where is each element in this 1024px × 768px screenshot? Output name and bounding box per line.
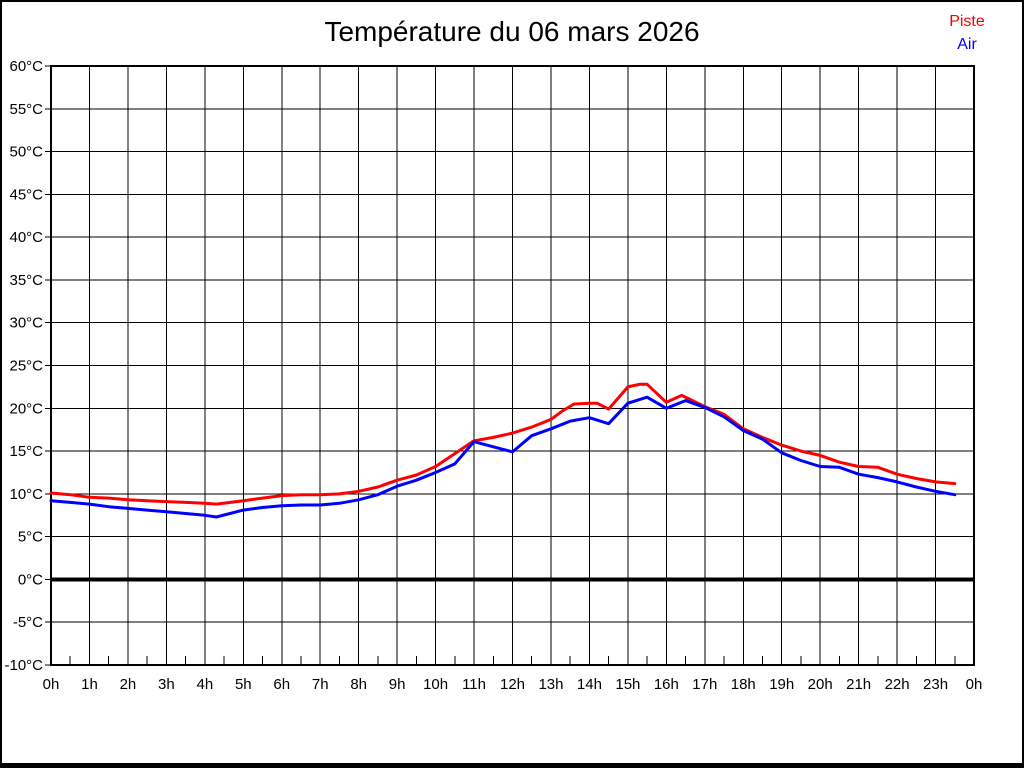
x-tick-label: 19h	[769, 676, 794, 693]
series-piste-line	[49, 382, 957, 506]
x-tick-label: 15h	[615, 676, 640, 693]
y-tick-label: 35°C	[9, 272, 43, 289]
x-tick-label: 0h	[966, 676, 983, 693]
legend-item-air: Air	[957, 36, 977, 53]
y-tick-label: 45°C	[9, 186, 43, 203]
y-tick-label: 40°C	[9, 229, 43, 246]
legend: Piste Air	[930, 10, 1004, 56]
x-tick-label: 7h	[312, 676, 329, 693]
x-tick-label: 16h	[654, 676, 679, 693]
x-tick-label: 23h	[923, 676, 948, 693]
y-tick-label: -10°C	[4, 657, 43, 674]
plot-frame	[50, 65, 975, 666]
x-tick-label: 10h	[423, 676, 448, 693]
x-tick-label: 17h	[692, 676, 717, 693]
y-tick-label: 15°C	[9, 443, 43, 460]
x-tick-label: 0h	[43, 676, 60, 693]
x-tick-label: 11h	[462, 676, 486, 693]
y-tick-label: 5°C	[18, 529, 43, 546]
x-tick-label: 8h	[350, 676, 367, 693]
series-air-line	[49, 395, 957, 519]
x-tick-label: 4h	[196, 676, 213, 693]
x-tick-label: 13h	[538, 676, 563, 693]
y-tick-label: 25°C	[9, 358, 43, 375]
x-tick-label: 2h	[120, 676, 137, 693]
legend-item-piste: Piste	[949, 13, 985, 30]
chart-title: Température du 06 mars 2026	[324, 16, 700, 47]
y-tick-label: 10°C	[9, 486, 43, 503]
x-tick-label: 5h	[235, 676, 252, 693]
x-tick-label: 3h	[158, 676, 175, 693]
x-tick-label: 6h	[273, 676, 290, 693]
y-tick-label: 60°C	[9, 58, 43, 75]
x-tick-label: 12h	[500, 676, 525, 693]
x-tick-label: 22h	[885, 676, 910, 693]
y-tick-label: 20°C	[9, 400, 43, 417]
x-tick-label: 1h	[81, 676, 98, 693]
x-tick-label: 20h	[808, 676, 833, 693]
x-tick-label: 14h	[577, 676, 602, 693]
y-tick-label: 55°C	[9, 101, 43, 118]
y-tick-label: 0°C	[18, 571, 43, 588]
x-tick-label: 18h	[731, 676, 756, 693]
y-tick-label: -5°C	[13, 614, 43, 631]
x-tick-label: 21h	[846, 676, 871, 693]
y-tick-label: 30°C	[9, 315, 43, 332]
y-tick-label: 50°C	[9, 144, 43, 161]
x-tick-label: 9h	[389, 676, 406, 693]
